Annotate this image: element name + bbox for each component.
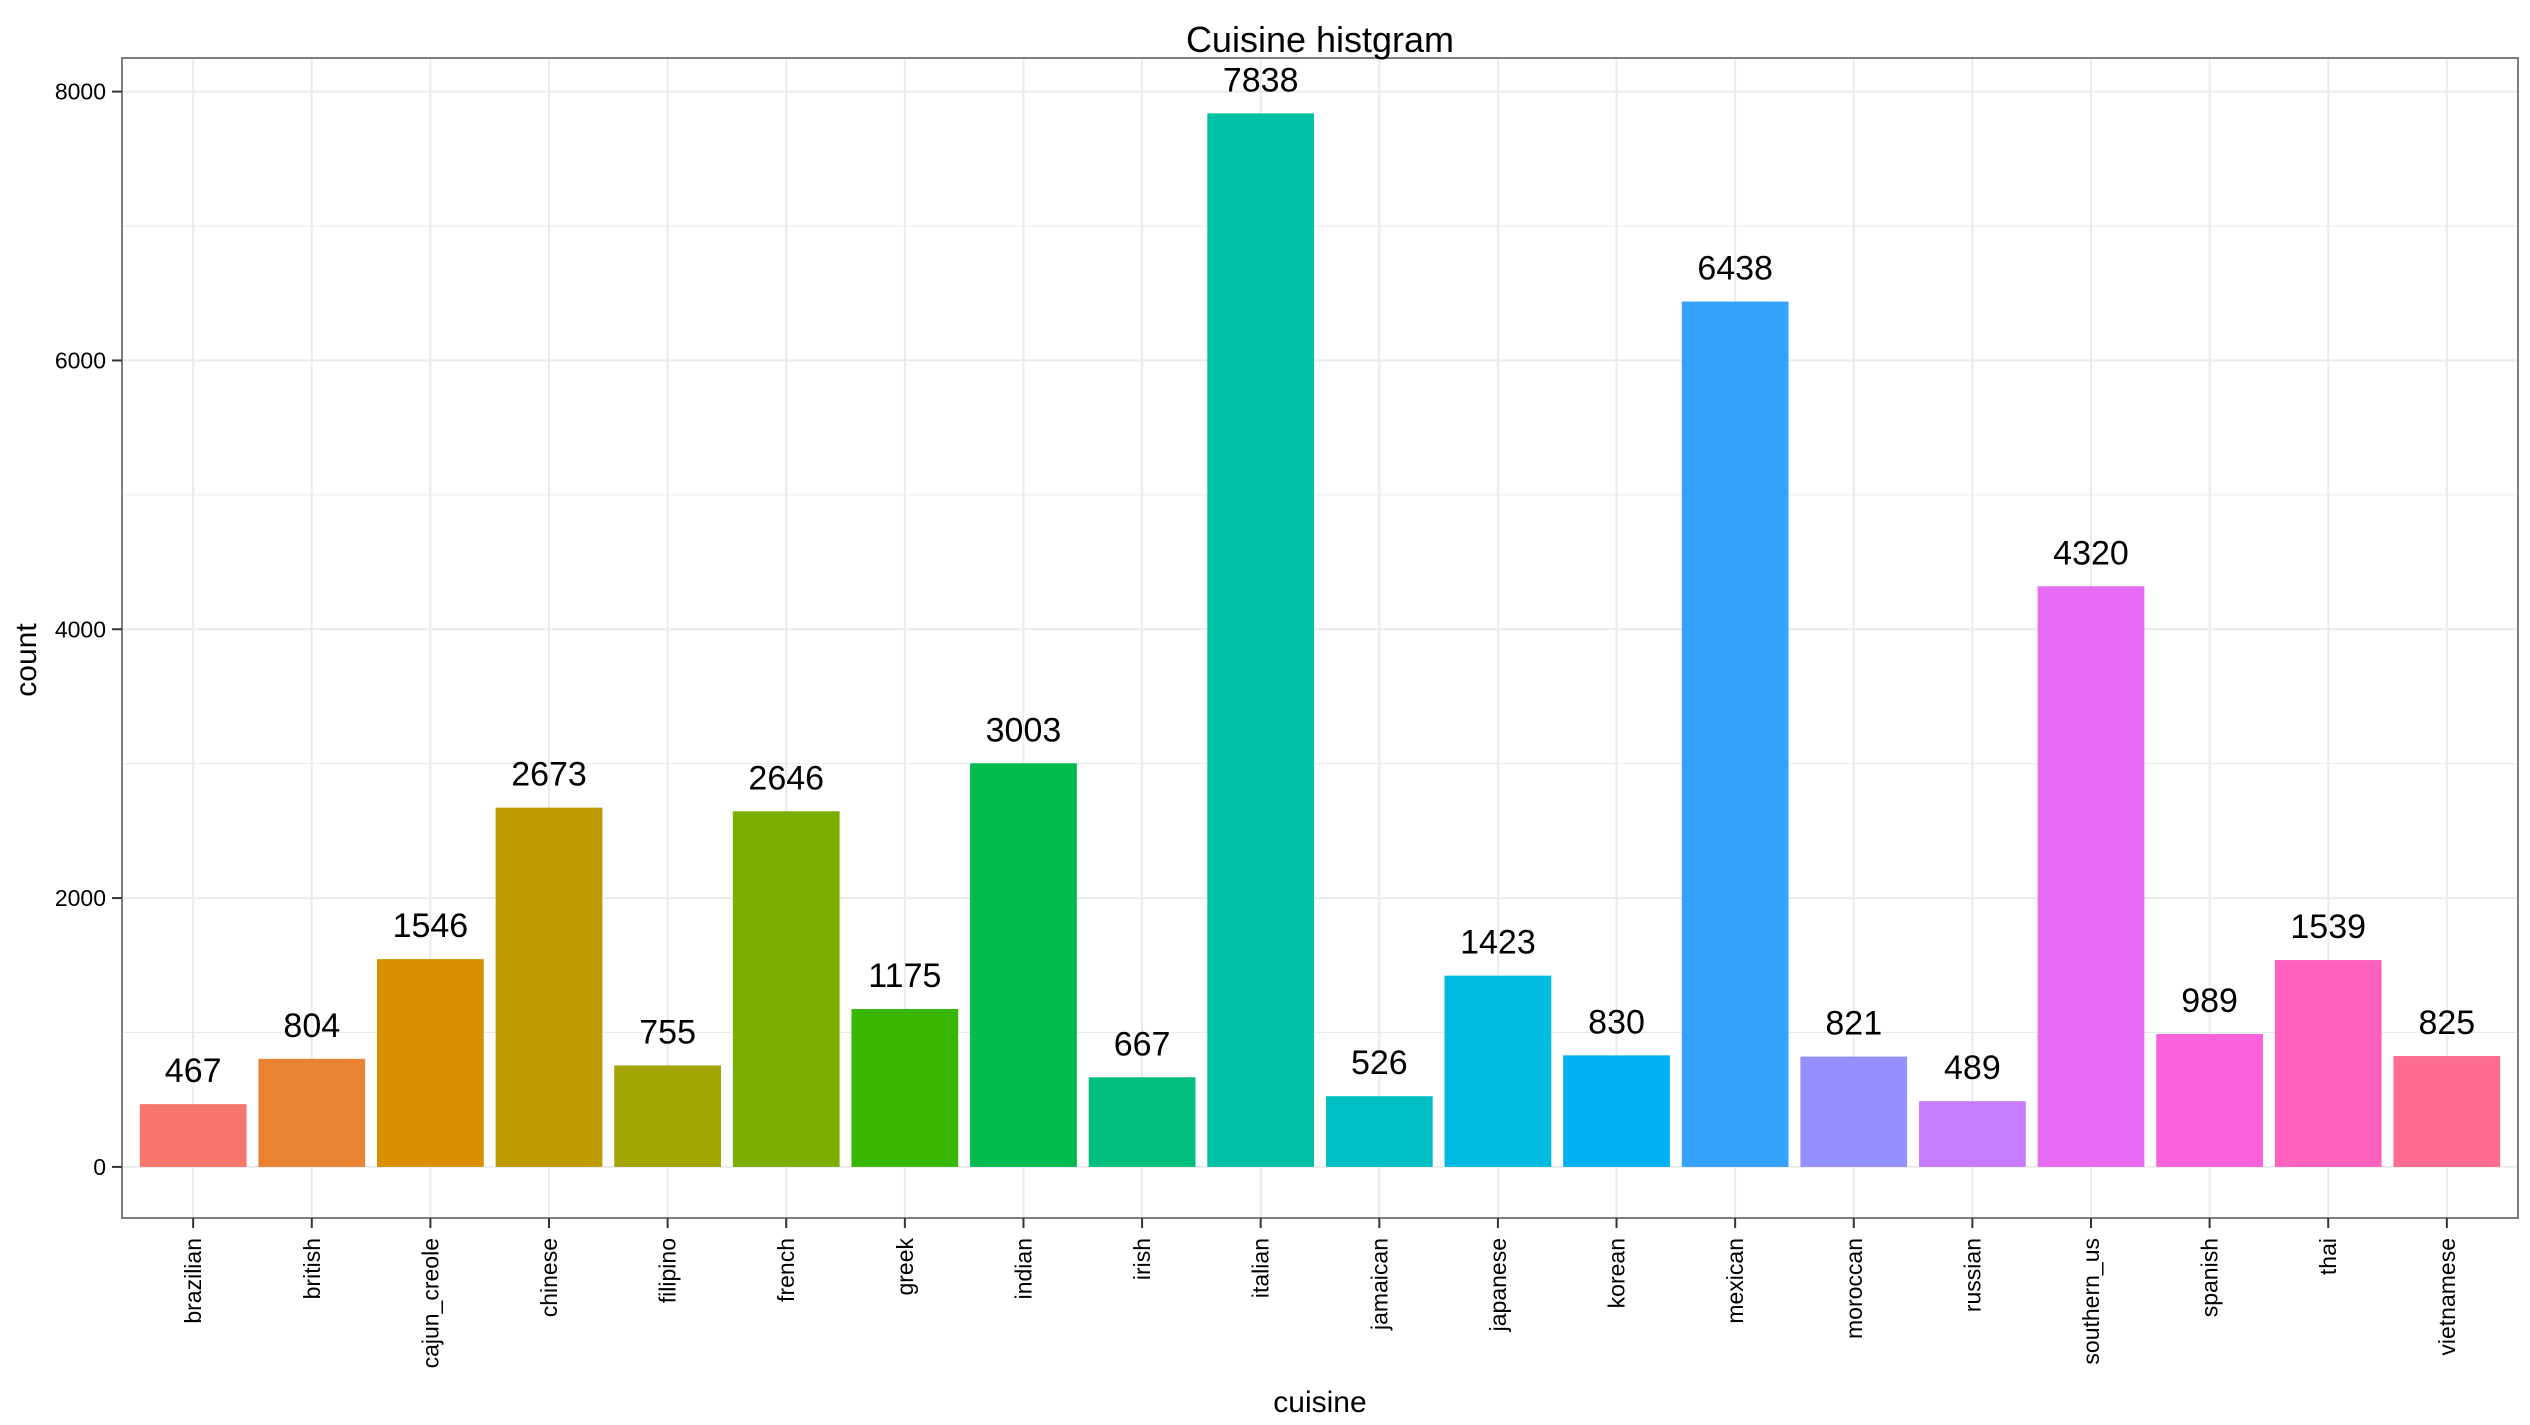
bar-mexican [1681, 301, 1789, 1167]
data-label-greek: 1175 [868, 957, 941, 995]
bar-jamaican [1325, 1096, 1433, 1167]
data-label-moroccan: 821 [1825, 1005, 1882, 1043]
data-label-filipino: 755 [639, 1013, 696, 1051]
x-axis-title: cuisine [1273, 1386, 1366, 1419]
bar-filipino [614, 1065, 721, 1167]
x-tick-label-filipino: filipino [655, 1238, 681, 1303]
bar-vietnamese [2393, 1056, 2501, 1167]
bar-french [732, 811, 840, 1167]
data-label-brazilian: 467 [165, 1052, 222, 1090]
bar-italian [1207, 113, 1315, 1167]
data-label-southern_us: 4320 [2053, 534, 2129, 572]
data-label-british: 804 [283, 1007, 340, 1045]
data-label-indian: 3003 [986, 711, 1062, 749]
x-tick-label-mexican: mexican [1722, 1238, 1748, 1324]
x-tick-label-southern_us: southern_us [2078, 1238, 2104, 1365]
y-axis: 0 2000 4000 6000 8000 [55, 79, 122, 1180]
y-tick-label: 8000 [55, 79, 106, 105]
data-label-thai: 1539 [2290, 908, 2366, 946]
x-tick-label-greek: greek [892, 1238, 918, 1296]
x-tick-label-indian: indian [1010, 1238, 1036, 1299]
data-label-italian: 7838 [1223, 61, 1299, 99]
bar-spanish [2156, 1033, 2263, 1167]
y-tick-label: 6000 [55, 347, 106, 373]
data-label-japanese: 1423 [1460, 924, 1536, 962]
bar-irish [1088, 1077, 1196, 1167]
bar-japanese [1444, 975, 1552, 1167]
grid-lines [122, 58, 2518, 1218]
x-tick-label-cajun_creole: cajun_creole [417, 1238, 443, 1368]
chart-title: Cuisine histgram [1186, 19, 1454, 60]
x-tick-label-thai: thai [2315, 1238, 2341, 1275]
bar-greek [851, 1008, 959, 1167]
bars [139, 113, 2501, 1167]
bar-cajun_creole [377, 959, 484, 1167]
x-axis: brazilian british cajun_creole chinese filip… [180, 1218, 2460, 1368]
bar-southern_us [2037, 586, 2145, 1167]
data-label-irish: 667 [1114, 1025, 1171, 1063]
x-tick-label-irish: irish [1129, 1238, 1155, 1280]
y-tick-label: 0 [93, 1154, 106, 1180]
bar-british [258, 1058, 366, 1167]
x-tick-label-japanese: japanese [1485, 1238, 1511, 1332]
bar-thai [2274, 960, 2382, 1167]
data-label-french: 2646 [748, 759, 824, 797]
x-tick-label-spanish: spanish [2197, 1238, 2223, 1317]
bar-brazilian [139, 1104, 247, 1167]
data-label-jamaican: 526 [1351, 1044, 1408, 1082]
data-label-vietnamese: 825 [2418, 1004, 2475, 1042]
data-label-korean: 830 [1588, 1003, 1645, 1041]
x-tick-label-british: british [299, 1238, 325, 1299]
bar-indian [970, 763, 1077, 1167]
data-label-russian: 489 [1944, 1049, 2001, 1087]
data-labels: 467 804 1546 2673 755 2646 1175 3003 667 7838 526 1… [165, 61, 2475, 1090]
x-tick-label-brazilian: brazilian [180, 1238, 206, 1324]
panel-border [121, 57, 2519, 1219]
data-label-chinese: 2673 [511, 756, 587, 794]
x-tick-label-italian: italian [1248, 1238, 1274, 1298]
x-tick-label-chinese: chinese [536, 1238, 562, 1317]
y-axis-title: count [10, 623, 43, 697]
x-tick-label-jamaican: jamaican [1366, 1238, 1392, 1331]
x-tick-label-vietnamese: vietnamese [2434, 1238, 2460, 1356]
x-tick-label-french: french [773, 1238, 799, 1302]
x-tick-label-moroccan: moroccan [1841, 1238, 1867, 1339]
bar-moroccan [1800, 1056, 1908, 1167]
y-tick-label: 4000 [55, 616, 106, 642]
y-tick-label: 2000 [55, 885, 106, 911]
bar-chinese [495, 807, 603, 1167]
bar-korean [1563, 1055, 1670, 1167]
x-tick-label-korean: korean [1604, 1238, 1630, 1308]
data-label-mexican: 6438 [1697, 250, 1773, 288]
x-tick-label-russian: russian [1959, 1238, 1985, 1312]
bar-russian [1919, 1101, 2026, 1167]
data-label-cajun_creole: 1546 [393, 907, 469, 945]
data-label-spanish: 989 [2181, 982, 2238, 1020]
